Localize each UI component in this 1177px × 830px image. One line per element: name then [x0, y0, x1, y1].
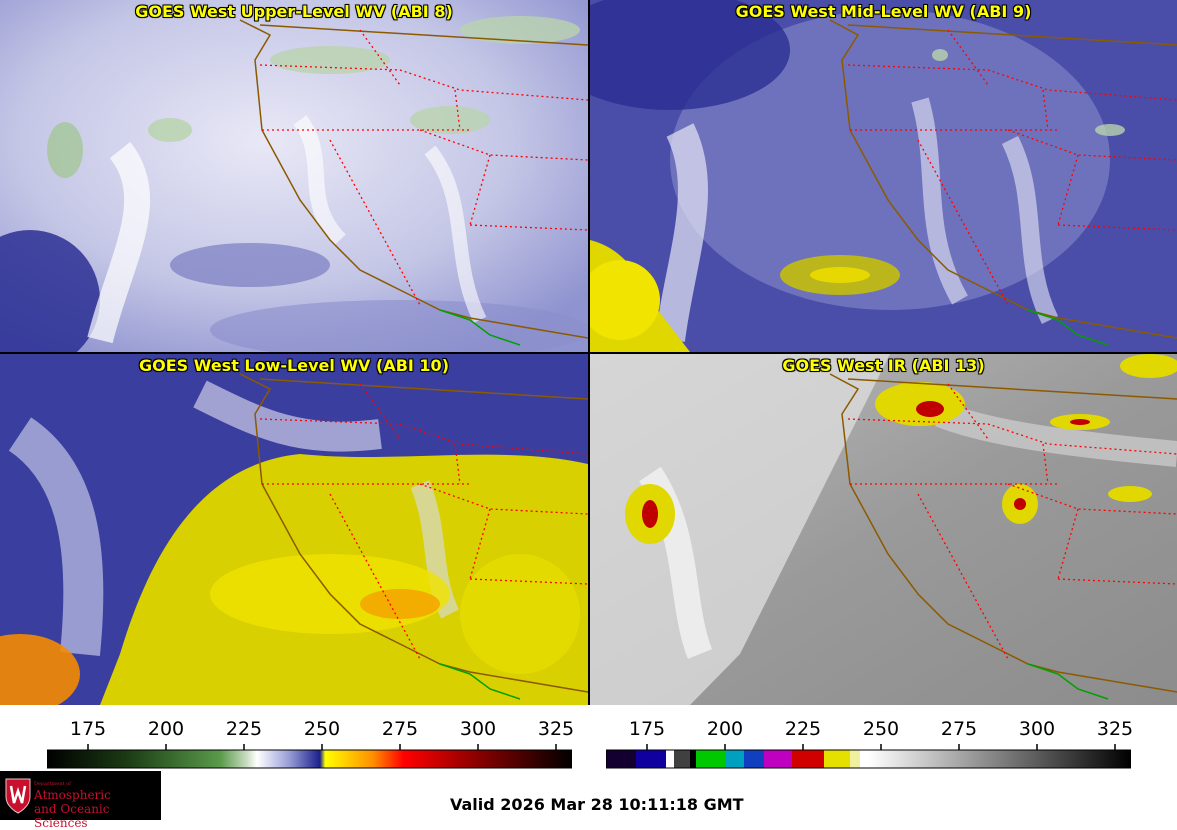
ir-tick-label: 175 — [628, 718, 666, 740]
panel-low-level-wv: GOES West Low-Level WV (ABI 10) — [0, 354, 588, 705]
panel-divider-horizontal — [0, 352, 1177, 354]
panel-mid-level-wv: GOES West Mid-Level WV (ABI 9) — [590, 0, 1177, 352]
valid-time: Valid 2026 Mar 28 10:11:18 GMT — [450, 795, 744, 814]
logo-line3: and Oceanic Sciences — [34, 802, 110, 830]
panel-title: GOES West Upper-Level WV (ABI 8) — [135, 2, 453, 21]
wv-tick-label: 275 — [381, 718, 419, 740]
wv-colorbar — [47, 744, 572, 769]
ir-tick-label: 225 — [784, 718, 822, 740]
ir-tick-label: 300 — [1018, 718, 1056, 740]
low-level-wv-image — [0, 354, 588, 705]
wv-tick-label: 325 — [537, 718, 575, 740]
wv-colorbar-tick-labels: 175 200 225 250 275 300 325 — [47, 718, 575, 740]
ir-tick-label: 275 — [940, 718, 978, 740]
ir-image — [590, 354, 1177, 705]
panel-title: GOES West Mid-Level WV (ABI 9) — [735, 2, 1032, 21]
wv-tick-label: 225 — [225, 718, 263, 740]
ir-tick-label: 250 — [862, 718, 900, 740]
panel-ir: GOES West IR (ABI 13) — [590, 354, 1177, 705]
panel-title: GOES West Low-Level WV (ABI 10) — [138, 356, 449, 375]
ir-tick-label: 325 — [1096, 718, 1134, 740]
mid-level-wv-image — [590, 0, 1177, 352]
logo-line1: Department of — [34, 781, 71, 787]
upper-level-wv-image — [0, 0, 588, 352]
wv-tick-label: 200 — [147, 718, 185, 740]
ir-colorbar — [606, 744, 1131, 769]
wv-tick-label: 300 — [459, 718, 497, 740]
wv-tick-label: 250 — [303, 718, 341, 740]
aos-logo: Department of Atmospheric and Oceanic Sc… — [0, 771, 161, 830]
panel-upper-level-wv: GOES West Upper-Level WV (ABI 8) — [0, 0, 588, 352]
panel-title: GOES West IR (ABI 13) — [782, 356, 985, 375]
wv-tick-label: 175 — [69, 718, 107, 740]
ir-tick-label: 200 — [706, 718, 744, 740]
university-crest-icon — [5, 778, 31, 814]
ir-colorbar-tick-labels: 175 200 225 250 275 300 325 — [606, 718, 1134, 740]
logo-line2: Atmospheric — [34, 788, 111, 802]
